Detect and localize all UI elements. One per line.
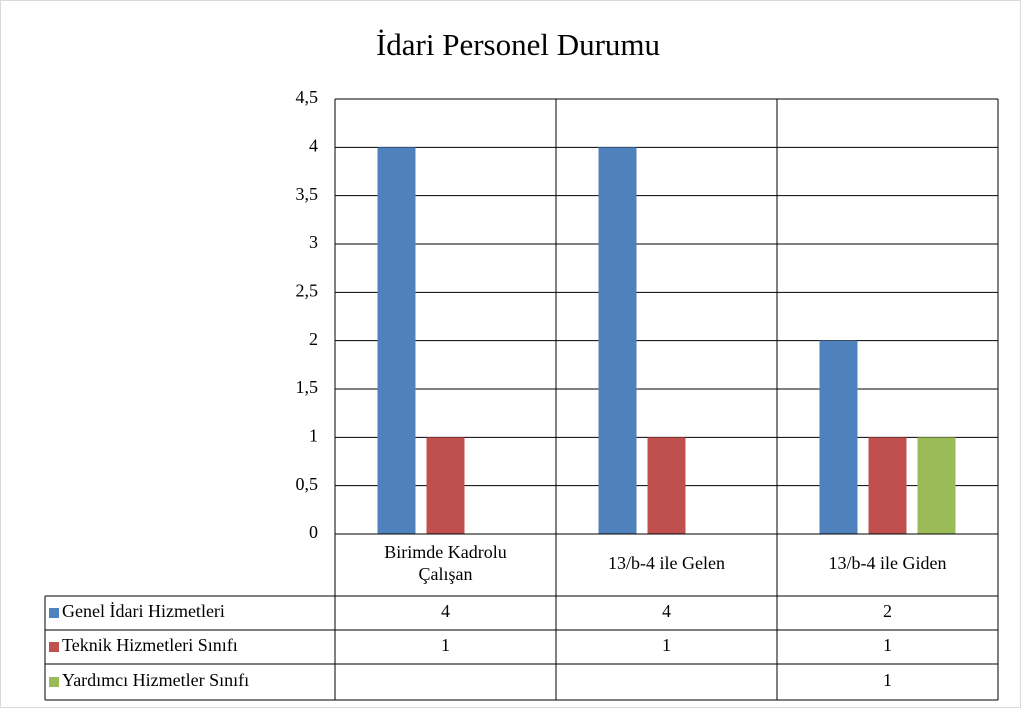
y-tick-label: 2,5 — [296, 280, 319, 300]
y-tick-label: 2 — [309, 329, 318, 349]
y-tick-label: 0 — [309, 522, 318, 542]
legend-label: Yardımcı Hizmetler Sınıfı — [62, 670, 249, 690]
bar — [647, 437, 686, 534]
table-value: 4 — [662, 601, 671, 621]
table-value: 1 — [662, 635, 671, 655]
y-tick-label: 3,5 — [296, 184, 319, 204]
x-tick-label: 13/b-4 ile Gelen — [608, 553, 725, 573]
y-tick-label: 3 — [309, 232, 318, 252]
legend-swatch — [49, 608, 59, 618]
y-tick-label: 4 — [309, 135, 318, 155]
bar — [377, 147, 416, 535]
table-value: 2 — [883, 601, 892, 621]
bar — [426, 437, 465, 534]
y-tick-label: 0,5 — [296, 474, 319, 494]
x-tick-label: 13/b-4 ile Giden — [829, 553, 947, 573]
x-tick-label: Birimde Kadrolu Çalışan — [384, 542, 506, 584]
legend-label: Teknik Hizmetleri Sınıfı — [62, 635, 238, 655]
bar — [917, 437, 956, 534]
chart-title: İdari Personel Durumu — [376, 27, 660, 62]
table-value: 1 — [441, 635, 450, 655]
table-value: 1 — [883, 670, 892, 690]
legend-swatch — [49, 642, 59, 652]
bar — [868, 437, 907, 534]
table-value: 1 — [883, 635, 892, 655]
legend-swatch — [49, 677, 59, 687]
y-tick-label: 1 — [309, 425, 318, 445]
legend-label: Genel İdari Hizmetleri — [62, 601, 225, 621]
y-tick-label: 1,5 — [296, 377, 319, 397]
table-value: 4 — [441, 601, 450, 621]
y-tick-label: 4,5 — [296, 87, 319, 107]
bar — [819, 340, 858, 534]
bar — [598, 147, 637, 535]
